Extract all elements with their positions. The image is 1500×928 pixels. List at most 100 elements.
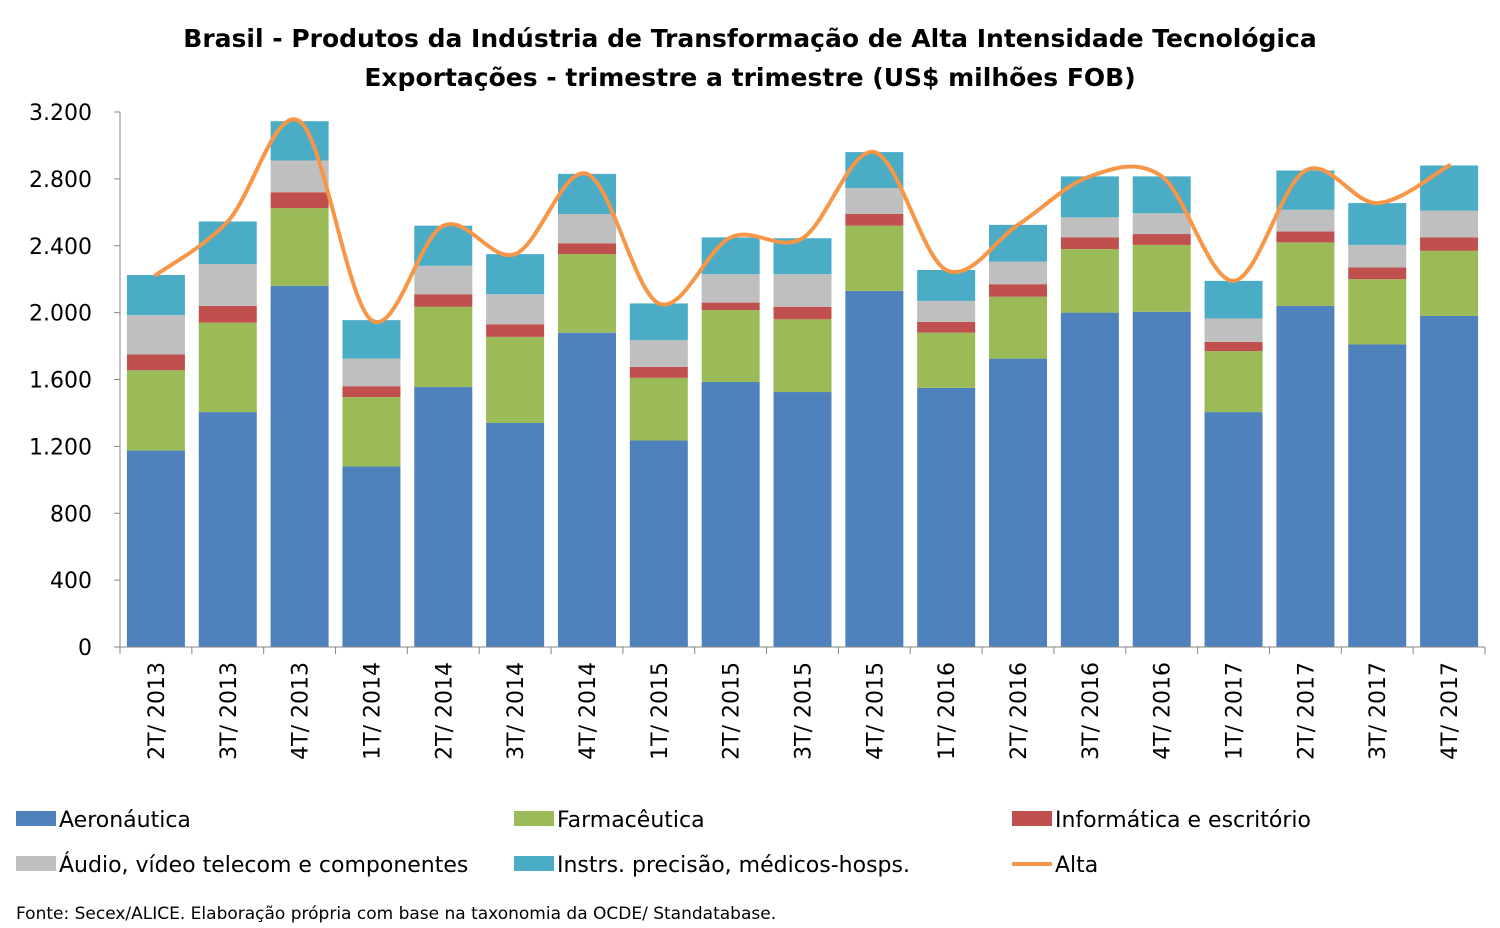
bar-segment: [989, 296, 1048, 359]
bar-segment: [989, 358, 1048, 647]
x-tick-label: 2T/ 2016: [1007, 662, 1032, 760]
bar-segment: [989, 261, 1048, 285]
x-tick-label: 3T/ 2015: [792, 662, 817, 760]
bar-segment: [198, 264, 257, 306]
bar-segment: [1276, 209, 1335, 232]
bar-segment: [1348, 203, 1407, 245]
y-tick-label: 1.600: [29, 369, 92, 394]
bar-segment: [845, 225, 904, 291]
bar-segment: [198, 322, 257, 413]
x-tick-label: 4T/ 2016: [1151, 662, 1176, 760]
bar-segment: [1276, 305, 1335, 647]
bar-segment: [126, 370, 185, 451]
legend-swatch: [16, 856, 56, 871]
bar-segment: [557, 173, 616, 214]
bar-segment: [126, 315, 185, 355]
legend-swatch: [16, 811, 56, 826]
x-tick-label: 1T/ 2015: [648, 662, 673, 760]
bar-segment: [270, 208, 329, 286]
bar-segment: [773, 274, 832, 307]
bar-segment: [557, 243, 616, 255]
chart-title: Brasil - Produtos da Indústria de Transf…: [183, 24, 1316, 53]
bar-segment: [1276, 170, 1335, 210]
y-tick-label: 2.400: [29, 235, 92, 260]
bar-segment: [1060, 176, 1119, 218]
chart-subtitle: Exportações - trimestre a trimestre (US$…: [364, 63, 1135, 92]
bar-segment: [1420, 165, 1479, 211]
x-tick-label: 3T/ 2013: [217, 662, 242, 760]
x-tick-label: 4T/ 2017: [1438, 662, 1463, 760]
bar-segment: [629, 340, 688, 367]
bar-segment: [1060, 217, 1119, 238]
bar-segment: [845, 213, 904, 226]
bar-segment: [629, 303, 688, 341]
bar-segment: [1204, 351, 1263, 413]
legend: Aeronáutica Farmacêutica Informática e esc…: [16, 808, 1311, 878]
bar-segment: [1060, 249, 1119, 313]
bar-segment: [1204, 318, 1263, 342]
bar-segment: [1132, 244, 1191, 312]
x-tick-label: 1T/ 2017: [1223, 662, 1248, 760]
bar-segment: [1204, 341, 1263, 352]
bar-segment: [414, 294, 473, 307]
x-tick-label: 1T/ 2016: [935, 662, 960, 760]
legend-swatch: [514, 811, 554, 826]
bar-segment: [917, 321, 976, 333]
x-tick-label: 2T/ 2017: [1294, 662, 1319, 760]
bar-segment: [557, 213, 616, 244]
bar-segment: [486, 336, 545, 423]
bar-segment: [773, 319, 832, 393]
bar-segment: [342, 397, 401, 467]
bar-segment: [1132, 176, 1191, 214]
y-tick-label: 1.200: [29, 435, 92, 460]
x-tick-label: 3T/ 2016: [1079, 662, 1104, 760]
legend-label: Alta: [1055, 853, 1098, 878]
line-series: [153, 117, 1452, 325]
bar-segment: [845, 152, 904, 189]
legend-swatch: [1012, 811, 1052, 826]
bar-segment: [629, 440, 688, 647]
bar-segment: [1348, 344, 1407, 647]
bar-segment: [126, 354, 185, 371]
legend-label: Instrs. precisão, médicos-hosps.: [557, 853, 910, 878]
bar-segment: [917, 387, 976, 647]
bar-segment: [342, 386, 401, 398]
bar-segment: [1348, 244, 1407, 268]
bar-segment: [198, 412, 257, 647]
bar-segment: [989, 284, 1048, 297]
bar-segment: [917, 332, 976, 388]
legend-label: Áudio, vídeo telecom e componentes: [59, 852, 468, 878]
bar-segment: [845, 188, 904, 214]
bar-segment: [701, 382, 760, 647]
bar-segment: [486, 422, 545, 647]
x-tick-label: 2T/ 2015: [720, 662, 745, 760]
bar-segment: [342, 466, 401, 647]
bar-segment: [198, 221, 257, 265]
bar-segment: [1132, 234, 1191, 245]
bar-segment: [198, 305, 257, 323]
bar-segment: [1276, 231, 1335, 243]
bar-segment: [917, 300, 976, 322]
legend-swatch: [514, 856, 554, 871]
bar-segment: [126, 450, 185, 647]
legend-label: Farmacêutica: [557, 808, 705, 833]
bar-segment: [414, 387, 473, 647]
bar-segment: [1420, 315, 1479, 647]
bar-segment: [845, 290, 904, 647]
bar-segment: [629, 377, 688, 441]
legend-label: Informática e escritório: [1055, 808, 1311, 833]
x-tick-label: 2T/ 2013: [145, 662, 170, 760]
y-tick-label: 800: [50, 502, 92, 527]
x-tick-label: 4T/ 2014: [576, 662, 601, 760]
y-tick-label: 400: [50, 569, 92, 594]
y-tick-label: 2.800: [29, 168, 92, 193]
bar-segment: [1420, 210, 1479, 238]
bar-segment: [917, 269, 976, 301]
bar-segment: [126, 275, 185, 316]
bar-segment: [1420, 237, 1479, 251]
bar-segment: [629, 366, 688, 378]
bar-segment: [486, 294, 545, 325]
bar-segment: [557, 332, 616, 647]
bar-segment: [414, 225, 473, 266]
